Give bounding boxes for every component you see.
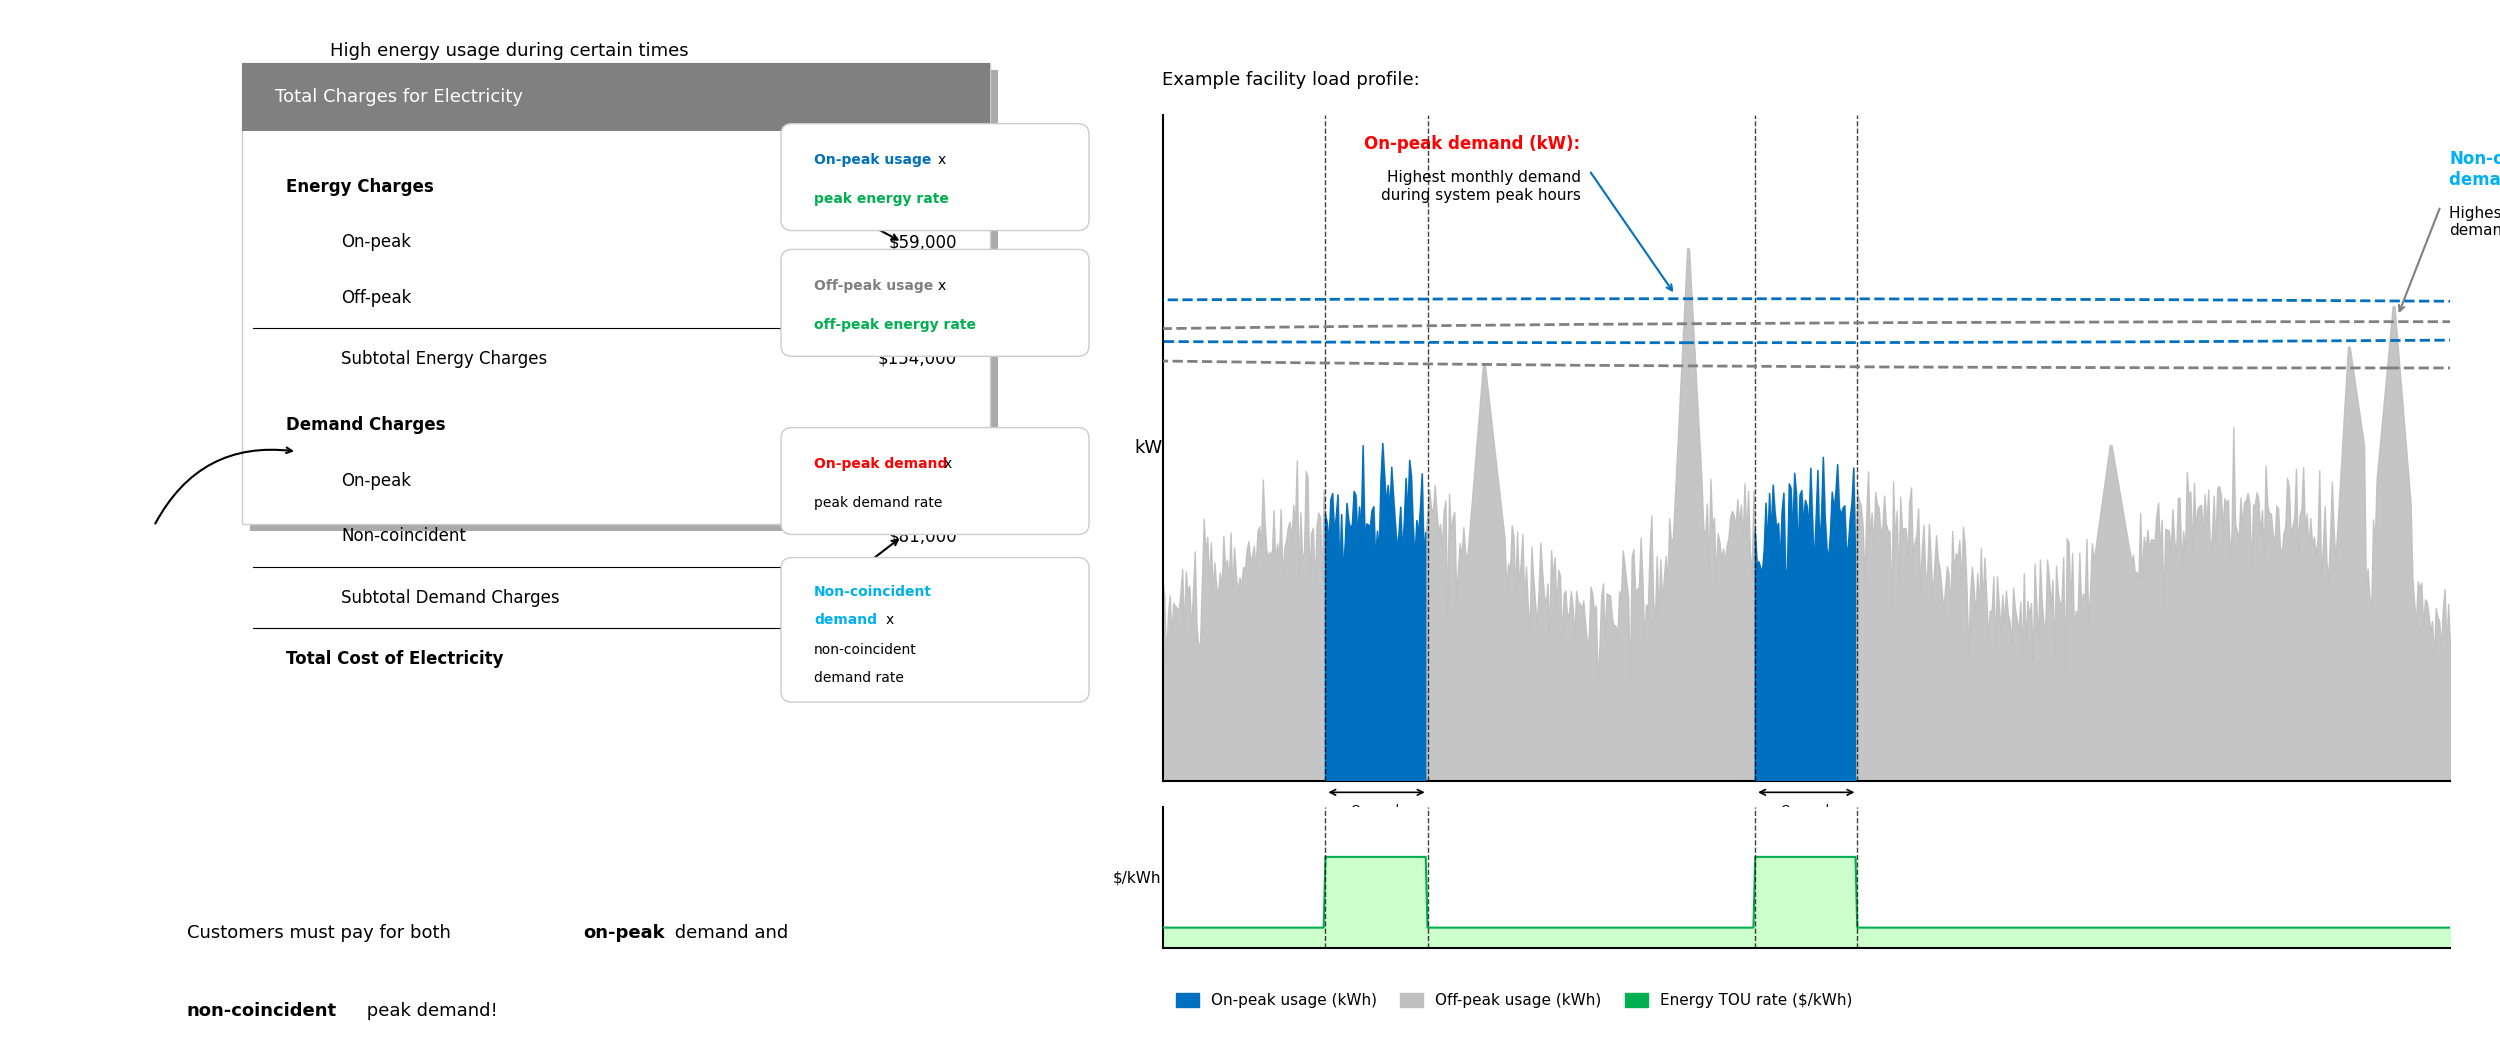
Y-axis label: kW: kW xyxy=(1135,439,1162,457)
Text: demand: demand xyxy=(815,613,877,628)
Text: Off-peak: Off-peak xyxy=(340,288,412,307)
Text: On-peak usage: On-peak usage xyxy=(815,153,932,168)
Text: High energy usage during certain times
of the day and year result in high energy: High energy usage during certain times o… xyxy=(330,42,700,102)
Text: Off-peak usage: Off-peak usage xyxy=(815,279,932,293)
Text: On-peak: On-peak xyxy=(340,472,410,489)
Text: Non-coincident
demand (kW):: Non-coincident demand (kW): xyxy=(2450,150,2500,189)
Text: Total Cost of Electricity: Total Cost of Electricity xyxy=(285,650,502,668)
FancyBboxPatch shape xyxy=(780,249,1090,356)
Text: peak demand!: peak demand! xyxy=(360,1002,498,1021)
Text: x: x xyxy=(938,279,945,293)
FancyBboxPatch shape xyxy=(242,63,990,131)
Text: Non-coincident: Non-coincident xyxy=(340,527,465,545)
Text: Subtotal Demand Charges: Subtotal Demand Charges xyxy=(340,589,560,607)
Text: peak demand rate: peak demand rate xyxy=(815,496,942,510)
Text: Customers must pay for both: Customers must pay for both xyxy=(188,923,458,942)
Text: $141,000: $141,000 xyxy=(878,589,958,607)
Text: demand rate: demand rate xyxy=(815,671,905,685)
Text: Non-coincident: Non-coincident xyxy=(815,585,932,599)
Text: Total Charges for Electricity: Total Charges for Electricity xyxy=(275,88,522,106)
Text: x: x xyxy=(938,153,945,168)
Text: On-peak demand (kW):: On-peak demand (kW): xyxy=(1365,135,1580,153)
FancyBboxPatch shape xyxy=(242,63,990,524)
FancyBboxPatch shape xyxy=(780,124,1090,231)
Text: Highest monthly demand
during system peak hours: Highest monthly demand during system pea… xyxy=(1380,153,1580,202)
Text: $60,000: $60,000 xyxy=(888,472,958,489)
Text: x: x xyxy=(885,613,895,628)
Text: $81,000: $81,000 xyxy=(888,527,958,545)
Text: demand and: demand and xyxy=(670,923,788,942)
Text: $95,000: $95,000 xyxy=(888,288,958,307)
Text: $59,000: $59,000 xyxy=(888,233,958,252)
Text: Demand Charges: Demand Charges xyxy=(285,416,445,434)
Text: non-coincident: non-coincident xyxy=(188,1002,338,1021)
Text: On-peak
hours: On-peak hours xyxy=(1350,804,1402,832)
Text: Energy Charges: Energy Charges xyxy=(285,177,435,196)
Text: Highest monthly
demand: Highest monthly demand xyxy=(2450,189,2500,238)
Text: Subtotal Energy Charges: Subtotal Energy Charges xyxy=(340,350,548,368)
Text: $154,000: $154,000 xyxy=(878,350,958,368)
Text: non-coincident: non-coincident xyxy=(815,642,918,657)
FancyBboxPatch shape xyxy=(780,428,1090,534)
Y-axis label: $/kWh: $/kWh xyxy=(1112,870,1162,886)
Text: Day 3: Day 3 xyxy=(2210,822,2260,839)
Text: Day 2: Day 2 xyxy=(1782,822,1830,839)
Text: peak energy rate: peak energy rate xyxy=(815,192,950,206)
Text: x: x xyxy=(945,457,952,472)
Text: On-peak
hours: On-peak hours xyxy=(1780,804,1832,832)
Text: On-peak: On-peak xyxy=(340,233,410,252)
Text: $295,000: $295,000 xyxy=(870,650,958,668)
FancyBboxPatch shape xyxy=(250,70,998,531)
Text: Day 1: Day 1 xyxy=(1352,822,1402,839)
Text: On-peak demand: On-peak demand xyxy=(815,457,948,472)
FancyBboxPatch shape xyxy=(780,558,1090,702)
Legend: On-peak usage (kWh), Off-peak usage (kWh), Energy TOU rate ($/kWh): On-peak usage (kWh), Off-peak usage (kWh… xyxy=(1170,987,1858,1014)
Text: Example facility load profile:: Example facility load profile: xyxy=(1162,70,1420,89)
Text: on-peak: on-peak xyxy=(582,923,665,942)
Text: off-peak energy rate: off-peak energy rate xyxy=(815,318,975,332)
